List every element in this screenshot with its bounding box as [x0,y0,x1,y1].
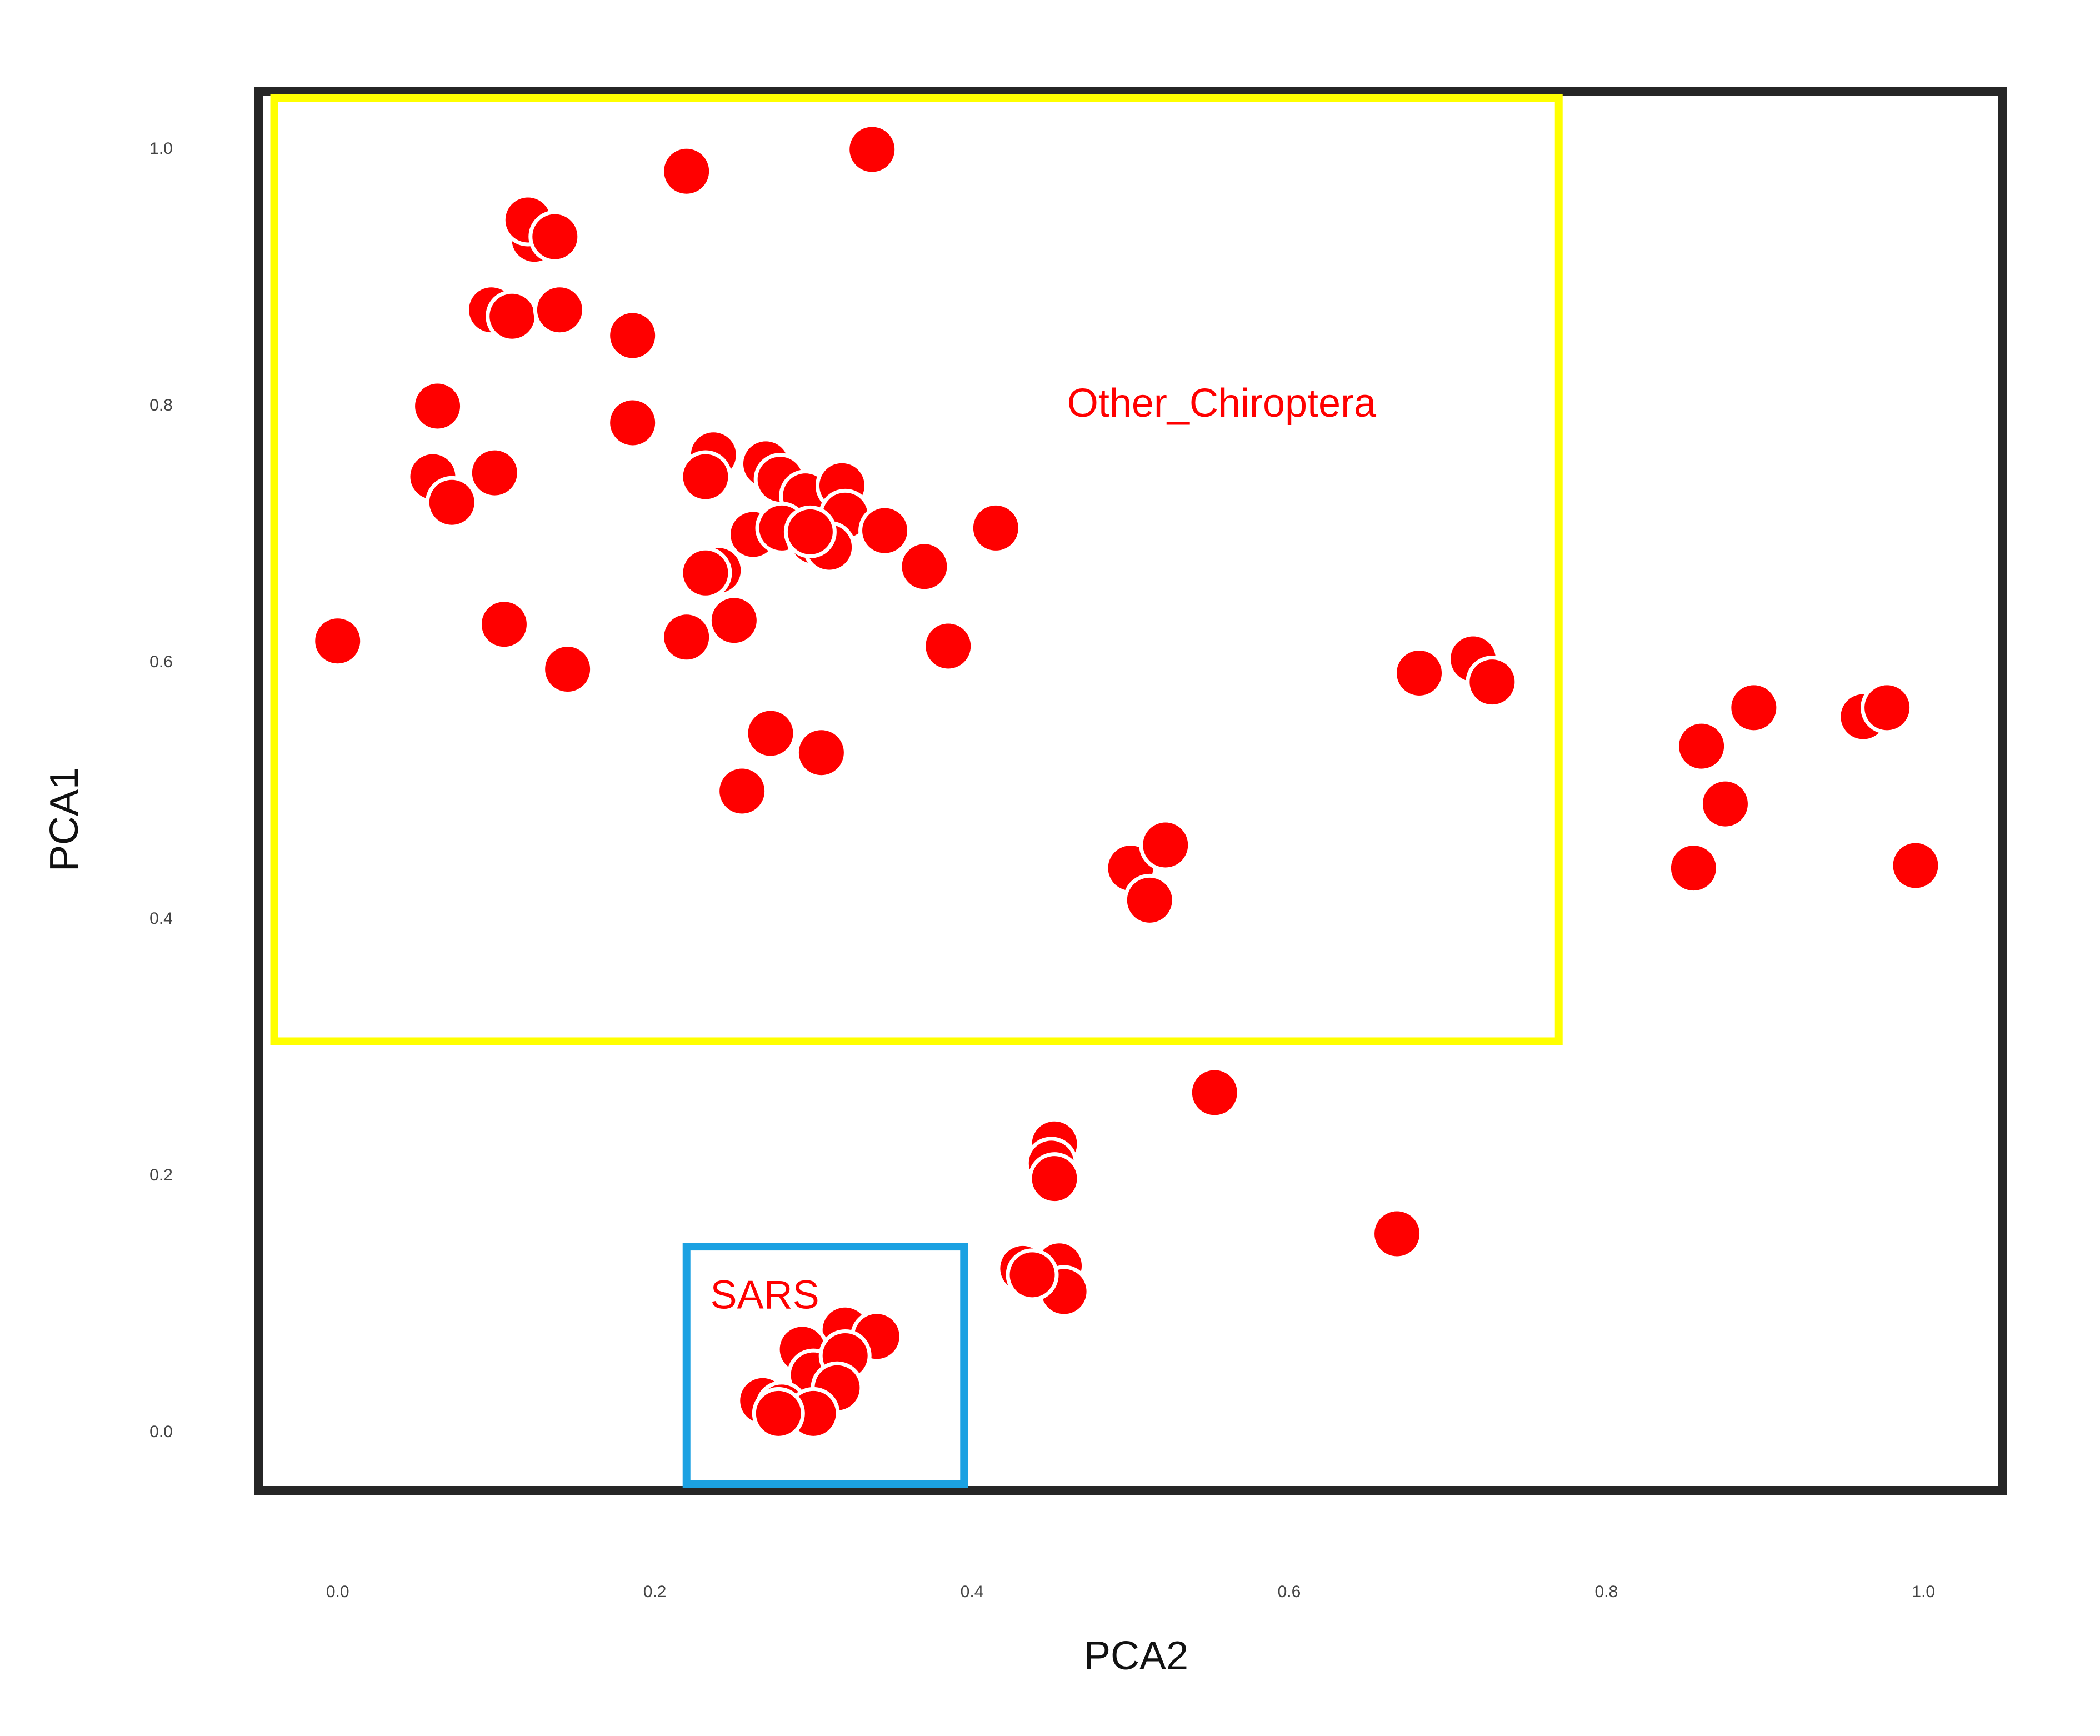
x-tick-label: 0.2 [643,1583,667,1601]
scatter-point [477,598,531,651]
scatter-point [1698,777,1752,831]
scatter-point [858,504,912,557]
x-tick-label: 0.4 [961,1583,984,1601]
scatter-point [1727,681,1781,734]
scatter-point [606,309,659,362]
y-tick-label: 0.4 [149,909,173,928]
scatter-point [1188,1066,1241,1119]
scatter-point [1393,646,1446,699]
annotation-label: SARS [711,1273,819,1318]
scatter-point [468,446,521,499]
x-tick-label: 0.8 [1595,1583,1618,1601]
scatter-point [1006,1248,1059,1302]
scatter-point [411,379,464,433]
y-tick-label: 0.6 [149,653,173,671]
scatter-point [425,476,478,529]
scatter-point [1123,873,1176,927]
scatter-point [744,707,797,760]
y-tick-labels: 0.0 0.2 0.4 0.6 0.8 1.0 [149,139,173,1441]
x-tick-labels: 0.0 0.2 0.4 0.6 0.8 1.0 [326,1583,1935,1601]
y-tick-label: 0.2 [149,1166,173,1184]
scatter-point [1028,1152,1081,1205]
region-box-0 [270,94,1563,1045]
region-boxes [270,94,1563,1488]
scatter-point [679,450,732,503]
scatter-point [311,614,364,668]
scatter-point [679,546,732,599]
scatter-point [533,283,586,337]
y-tick-label: 0.8 [149,396,173,414]
plot-frame [254,87,2007,1495]
scatter-point [783,505,837,558]
scatter-point [707,594,761,647]
scatter-point [846,123,899,176]
y-tick-label: 1.0 [149,139,173,158]
scatter-point [660,144,713,198]
x-tick-label: 0.6 [1278,1583,1301,1601]
region-box-1 [682,1243,968,1488]
scatter-point [606,396,659,449]
annotation-labels: Other_Chiroptera SARS [711,381,1377,1318]
scatter-point [660,611,713,664]
y-axis-title: PCA1 [42,767,87,872]
scatter-point [716,764,769,818]
scatter-point [752,1387,805,1440]
scatter-point [1371,1207,1424,1260]
scatter-point [528,210,582,263]
scatter-point [1667,842,1720,895]
scatter-point [1889,839,1942,892]
annotation-label: Other_Chiroptera [1067,381,1377,426]
scatter-point [1675,719,1728,773]
y-tick-label: 0.0 [149,1423,173,1441]
x-tick-label: 1.0 [1912,1583,1935,1601]
scatter-point [898,540,951,593]
scatter-point [922,619,975,673]
x-axis-title: PCA2 [1084,1634,1188,1678]
scatter-point [794,726,848,779]
scatter-point [1466,656,1519,709]
scatter-point [969,501,1022,554]
scatter-point [1861,681,1914,734]
scatter-point [1139,818,1192,872]
scatter-point [486,289,539,343]
data-points [311,123,1942,1440]
x-tick-label: 0.0 [326,1583,349,1601]
scatter-point [541,643,594,696]
